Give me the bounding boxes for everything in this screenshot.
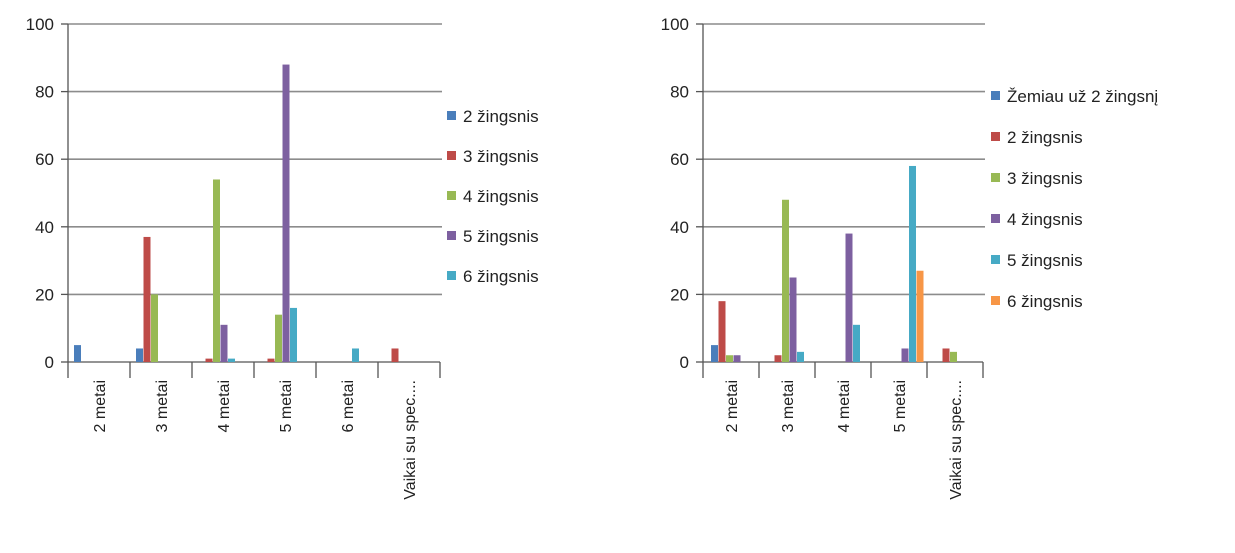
category-label: 5 metai (278, 380, 295, 432)
category-label: 2 metai (92, 380, 109, 432)
bar (853, 324, 860, 362)
legend-label: 5 žingsnis (1007, 251, 1083, 270)
bar (267, 358, 275, 362)
y-tick-label: 80 (670, 83, 689, 102)
bar (391, 348, 399, 362)
category-label: 4 metai (216, 380, 233, 432)
bar (901, 348, 909, 362)
y-tick-label: 80 (35, 83, 54, 102)
bar (205, 358, 213, 362)
bar (275, 314, 282, 362)
bar (711, 345, 718, 362)
category-label: 3 metai (780, 380, 797, 432)
bar (845, 233, 853, 362)
legend-swatch (447, 151, 456, 160)
legend-label: 6 žingsnis (463, 267, 539, 286)
legend-swatch (447, 271, 456, 280)
y-tick-label: 20 (35, 285, 54, 304)
legend-label: 4 žingsnis (463, 187, 539, 206)
legend-label: 3 žingsnis (1007, 169, 1083, 188)
legend-swatch (991, 132, 1000, 141)
y-tick-label: 20 (670, 285, 689, 304)
legend-swatch (447, 111, 456, 120)
category-label: Vaikai su spec.... (948, 380, 965, 500)
category-label: 2 metai (724, 380, 741, 432)
bar (909, 165, 916, 362)
bar (916, 270, 924, 362)
bar (774, 355, 782, 362)
y-tick-label: 100 (26, 15, 54, 34)
category-label: 5 metai (892, 380, 909, 432)
category-label: 6 metai (340, 380, 357, 432)
legend-label: 4 žingsnis (1007, 210, 1083, 229)
bar (942, 348, 950, 362)
legend-swatch (991, 255, 1000, 264)
legend-label: 2 žingsnis (1007, 128, 1083, 147)
bar (220, 324, 228, 362)
y-tick-label: 100 (661, 15, 689, 34)
bar (228, 358, 235, 362)
legend-swatch (447, 191, 456, 200)
bar (151, 294, 158, 362)
y-tick-label: 0 (45, 353, 54, 372)
chart-2: 0 20 40 60 80 100 2 metai 3 metai 4 metai 5 metai… (661, 15, 1159, 500)
bar (213, 179, 220, 362)
bar (718, 301, 726, 362)
legend-label: Žemiau už 2 žingsnį (1007, 87, 1158, 106)
bar (789, 277, 797, 362)
legend-swatch (991, 173, 1000, 182)
legend-label: 3 žingsnis (463, 147, 539, 166)
bar (136, 348, 143, 362)
y-tick-label: 60 (35, 150, 54, 169)
legend-label: 6 žingsnis (1007, 292, 1083, 311)
bar (352, 348, 359, 362)
legend-label: 5 žingsnis (463, 227, 539, 246)
y-tick-label: 40 (35, 218, 54, 237)
bar (726, 355, 733, 362)
bar (733, 355, 741, 362)
bar (782, 199, 789, 362)
y-tick-label: 0 (680, 353, 689, 372)
category-label: 4 metai (836, 380, 853, 432)
bar (950, 351, 957, 362)
legend-swatch (991, 91, 1000, 100)
bar (74, 345, 81, 362)
y-tick-label: 60 (670, 150, 689, 169)
legend-swatch (991, 214, 1000, 223)
legend-swatch (447, 231, 456, 240)
category-label: Vaikai su spec.... (402, 380, 419, 500)
legend-label: 2 žingsnis (463, 107, 539, 126)
bar (282, 64, 290, 362)
y-tick-label: 40 (670, 218, 689, 237)
category-label: 3 metai (154, 380, 171, 432)
bar (797, 351, 804, 362)
chart-1: 0 20 40 60 80 100 2 metai 3 metai 4 metai 5 metai… (26, 15, 539, 500)
bar (290, 307, 297, 362)
legend-swatch (991, 296, 1000, 305)
bar (143, 236, 151, 362)
